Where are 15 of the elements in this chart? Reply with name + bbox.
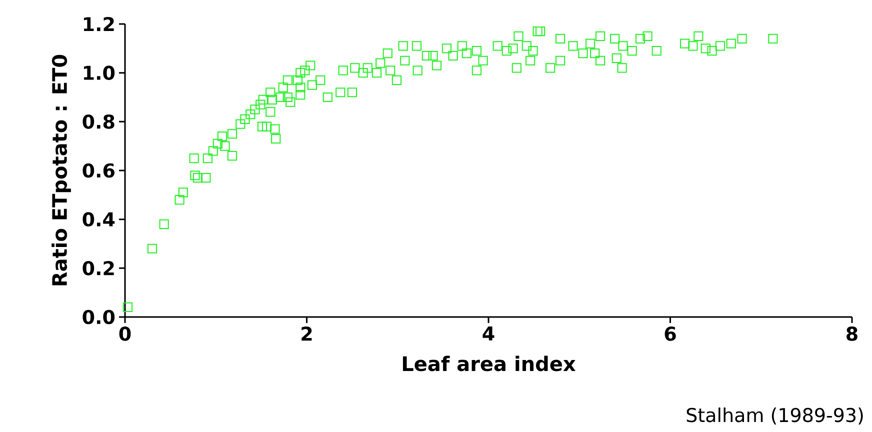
y-tick-label: 0.6 [82,163,114,178]
y-tick-label: 1.0 [84,66,115,80]
y-tick-label: 0.4 [82,212,115,227]
x-tick-label: 6 [664,326,676,341]
y-tick-label: 1.2 [84,16,114,32]
x-tick-label: 4 [482,326,494,340]
y-axis-title: Ratio ETpotato : ET0 [52,54,71,286]
x-tick-label: 0 [119,326,131,341]
x-axis-title: Leaf area index [402,356,576,372]
y-tick-label: 0.0 [82,310,115,324]
y-tick-label: 0.8 [82,114,114,129]
x-tick-label: 8 [846,326,858,341]
text: Stalham (1989-93) [686,408,863,424]
y-tick-label: 0.2 [82,260,114,276]
x-tick-label: 2 [302,326,312,341]
